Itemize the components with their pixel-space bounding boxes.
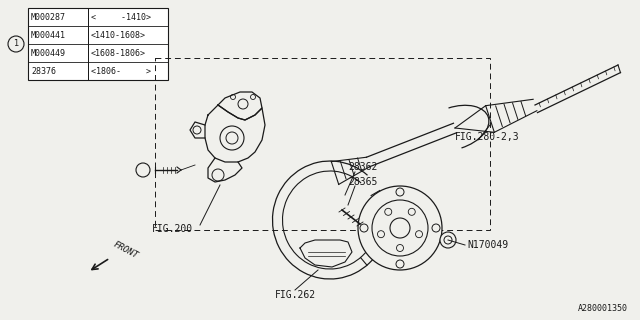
Circle shape (378, 231, 385, 238)
Circle shape (390, 218, 410, 238)
Text: <1806-     >: <1806- > (91, 67, 151, 76)
Circle shape (136, 163, 150, 177)
Text: 1: 1 (141, 165, 145, 174)
Circle shape (212, 169, 224, 181)
Bar (155, 58, 490, 230)
Circle shape (238, 99, 248, 109)
Text: 28376: 28376 (31, 67, 56, 76)
Text: 28362: 28362 (348, 162, 378, 172)
Circle shape (396, 188, 404, 196)
Text: <     -1410>: < -1410> (91, 12, 151, 21)
Circle shape (372, 200, 428, 256)
Text: M000287: M000287 (31, 12, 66, 21)
Text: FIG.200: FIG.200 (152, 224, 193, 234)
Circle shape (396, 260, 404, 268)
Circle shape (250, 94, 255, 100)
Text: <1410-1608>: <1410-1608> (91, 30, 146, 39)
Text: M000449: M000449 (31, 49, 66, 58)
Text: FIG.262: FIG.262 (275, 290, 316, 300)
Circle shape (432, 224, 440, 232)
Circle shape (220, 126, 244, 150)
Text: 28365: 28365 (348, 177, 378, 187)
Circle shape (360, 224, 368, 232)
Text: FIG.280-2,3: FIG.280-2,3 (455, 132, 520, 142)
Circle shape (193, 126, 201, 134)
Circle shape (385, 208, 392, 215)
Text: FRONT: FRONT (112, 239, 140, 260)
Circle shape (230, 94, 236, 100)
Text: 1: 1 (13, 39, 19, 49)
Circle shape (358, 186, 442, 270)
Circle shape (408, 208, 415, 215)
Circle shape (440, 232, 456, 248)
Circle shape (8, 36, 24, 52)
Circle shape (226, 132, 238, 144)
Circle shape (444, 236, 452, 244)
Circle shape (415, 231, 422, 238)
Text: <1608-1806>: <1608-1806> (91, 49, 146, 58)
Bar (28, 8, 168, 80)
Text: A280001350: A280001350 (578, 304, 628, 313)
Text: N170049: N170049 (467, 240, 508, 250)
Text: M000441: M000441 (31, 30, 66, 39)
Circle shape (397, 244, 403, 252)
